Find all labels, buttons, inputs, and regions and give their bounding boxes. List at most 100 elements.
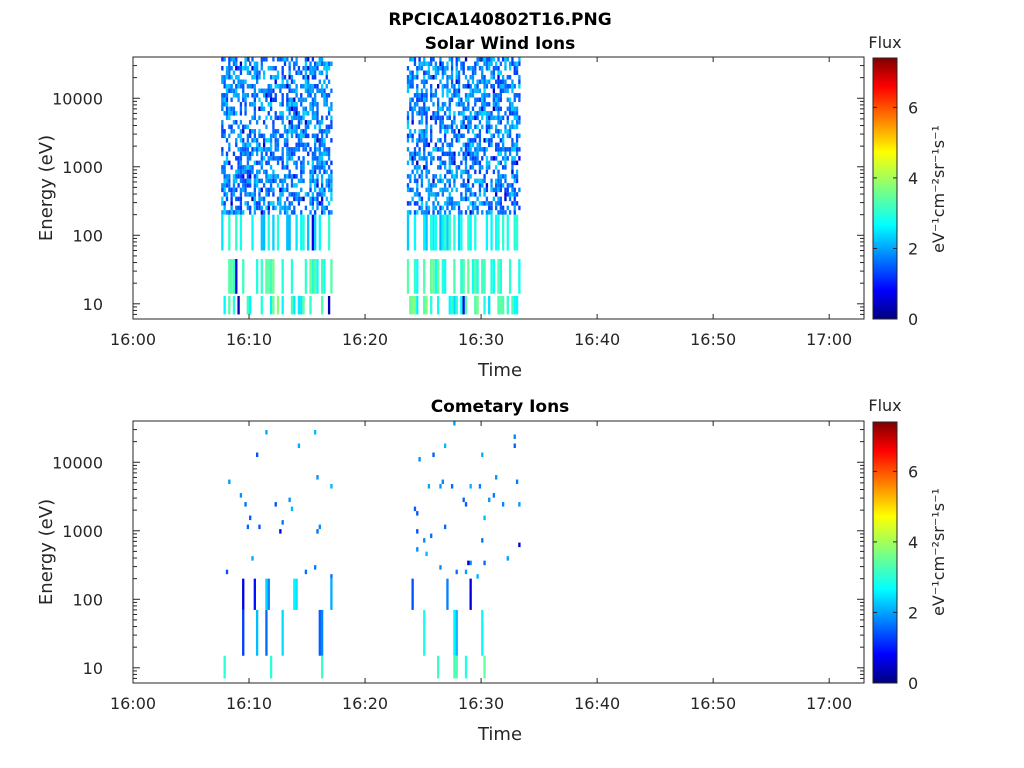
spectrogram-cell	[272, 133, 275, 139]
spectrogram-cell	[434, 174, 437, 179]
spectrogram-cell	[281, 70, 284, 76]
spectrogram-cell	[453, 88, 456, 94]
spectrogram-cell	[311, 205, 315, 211]
spectrogram-cell	[295, 129, 298, 134]
spectrogram-cell	[485, 210, 489, 215]
spectrogram-cell	[323, 79, 326, 85]
spectrogram-cell	[225, 93, 229, 98]
spectrogram-cell	[311, 178, 315, 184]
spectrogram-cell	[425, 97, 428, 103]
spectrogram-cell	[427, 66, 431, 71]
spectrogram-cell	[478, 169, 482, 175]
spectrogram-cell	[418, 111, 421, 116]
spectrogram-cell	[406, 66, 410, 71]
spectrogram-cell	[409, 97, 412, 103]
spectrogram-cell	[288, 70, 291, 76]
spectrogram-cell	[286, 129, 289, 134]
spectrogram-cell	[439, 106, 442, 112]
spectrogram-cell	[232, 259, 236, 294]
spectrogram-cell	[511, 156, 514, 161]
spectrogram-cell	[443, 259, 447, 294]
spectrogram-cell	[237, 210, 240, 215]
spectrogram-cell	[471, 156, 475, 161]
spectrogram-cell	[460, 174, 463, 179]
spectrogram-cell	[460, 120, 463, 125]
spectrogram-cell	[420, 133, 424, 139]
spectrogram-cell	[508, 183, 512, 188]
spectrogram-cell	[448, 106, 451, 112]
spectrogram-cell	[420, 106, 424, 112]
spectrogram-cell	[423, 70, 426, 76]
spectrogram-cell	[420, 97, 424, 103]
spectrogram-cell	[430, 156, 433, 161]
spectrogram-cell	[450, 169, 454, 175]
spectrogram-cell	[513, 124, 516, 130]
spectrogram-cell	[492, 88, 496, 94]
spectrogram-cell	[279, 133, 282, 139]
spectrogram-cell	[499, 187, 502, 193]
spectrogram-cell	[225, 102, 229, 107]
spectrogram-cell	[423, 138, 426, 143]
spectrogram-cell	[474, 147, 477, 152]
spectrogram-cell	[441, 70, 444, 76]
spectrogram-cell	[267, 66, 270, 71]
spectrogram-cell	[492, 84, 496, 89]
spectrogram-cell	[432, 147, 435, 152]
spectrogram-cell	[511, 57, 514, 62]
spectrogram-cell	[295, 160, 298, 166]
spectrogram-cell	[488, 160, 491, 166]
spectrogram-cell	[439, 66, 442, 71]
spectrogram-cell	[320, 61, 324, 66]
spectrogram-cell	[413, 156, 417, 161]
spectrogram-cell	[434, 205, 437, 211]
spectrogram-cell	[276, 156, 280, 161]
spectrogram-cell	[439, 210, 442, 215]
spectrogram-cell	[290, 259, 294, 294]
spectrogram-cell	[260, 210, 263, 215]
spectrogram-cell	[499, 295, 502, 315]
spectrogram-cell	[411, 151, 414, 157]
spectrogram-cell	[318, 70, 321, 76]
spectrogram-cell	[464, 156, 468, 161]
spectrogram-cell	[506, 295, 509, 315]
spectrogram-cell	[246, 147, 250, 152]
spectrogram-cell	[490, 57, 493, 62]
spectrogram-cell	[286, 187, 289, 193]
spectrogram-cell	[235, 88, 238, 94]
spectrogram-cell	[311, 102, 315, 107]
spectrogram-cell	[457, 201, 461, 206]
spectrogram-cell	[260, 178, 263, 184]
spectrogram-cell	[295, 111, 298, 116]
spectrogram-cell	[513, 97, 516, 103]
spectrogram-cell	[437, 102, 440, 107]
spectrogram-cell	[483, 93, 486, 98]
spectrogram-cell	[515, 201, 519, 206]
spectrogram-cell	[474, 192, 477, 197]
spectrogram-cell	[260, 295, 263, 315]
spectrogram-cell	[430, 295, 433, 315]
spectrogram-cell	[485, 57, 489, 62]
spectrogram-cell	[314, 124, 317, 130]
spectrogram-cell	[518, 502, 521, 507]
spectrogram-cell	[272, 192, 275, 197]
spectrogram-cell	[281, 151, 284, 157]
spectrogram-cell	[318, 147, 321, 152]
spectrogram-cell	[302, 156, 305, 161]
spectrogram-cell	[267, 201, 270, 206]
spectrogram-cell	[269, 151, 273, 157]
spectrogram-cell	[325, 75, 328, 80]
spectrogram-cell	[223, 84, 226, 89]
spectrogram-cell	[297, 142, 301, 148]
spectrogram-cell	[467, 174, 470, 179]
spectrogram-cell	[228, 147, 231, 152]
spectrogram-cell	[300, 129, 303, 134]
spectrogram-cell	[237, 156, 240, 161]
spectrogram-cell	[293, 79, 296, 85]
spectrogram-cell	[490, 115, 493, 121]
spectrogram-cell	[293, 124, 296, 130]
spectrogram-cell	[511, 138, 514, 143]
spectrogram-cell	[302, 129, 305, 134]
spectrogram-cell	[513, 106, 516, 112]
spectrogram-cell	[283, 174, 287, 179]
spectrogram-cell	[235, 66, 238, 71]
